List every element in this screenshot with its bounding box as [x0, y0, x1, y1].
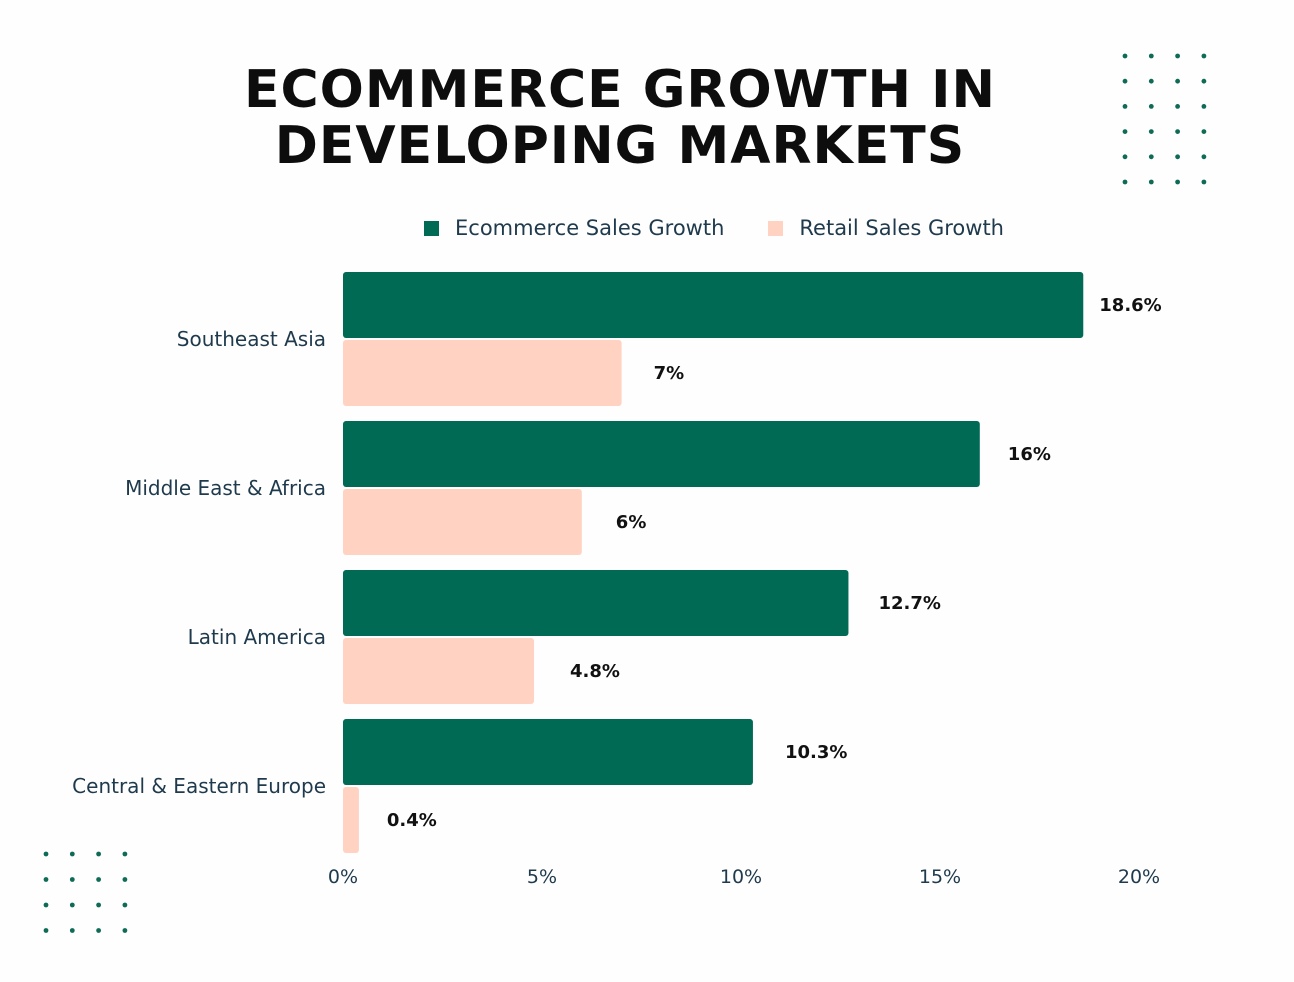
decorative-dot [43, 902, 49, 908]
data-label-ecommerce-latin-america: 12.7% [878, 593, 940, 614]
decorative-dot [1175, 129, 1180, 134]
data-label-retail-southeast-asia: 7% [654, 363, 685, 384]
x-tick-label: 0% [328, 866, 358, 888]
decorative-dot [96, 877, 101, 882]
decorative-dot [1148, 53, 1154, 59]
x-tick-label: 20% [1118, 866, 1160, 888]
category-label-latin-america: Latin America [188, 625, 326, 649]
decorative-dot [69, 928, 75, 933]
bar-ecommerce-middle-east-africa [343, 421, 980, 487]
decorative-dot [1148, 104, 1154, 109]
bar-ecommerce-central-eastern-europe [343, 719, 753, 785]
bar-retail-latin-america [343, 638, 535, 704]
decorative-dot [1201, 78, 1207, 84]
legend-item-ecommerce: Ecommerce Sales Growth [424, 216, 724, 240]
data-label-retail-central-eastern-europe: 0.4% [387, 810, 437, 831]
decorative-dot [1175, 78, 1180, 84]
decorative-dot [1148, 154, 1154, 160]
bar-retail-southeast-asia [343, 340, 622, 406]
chart-legend: Ecommerce Sales Growth Retail Sales Grow… [424, 214, 1048, 242]
legend-label-retail: Retail Sales Growth [799, 216, 1004, 240]
decorative-dot [69, 851, 75, 857]
decorative-dot [1201, 154, 1207, 160]
decorative-dot [1175, 53, 1180, 59]
decorative-dot [122, 851, 128, 857]
decorative-dot [122, 902, 128, 908]
decorative-dot [1175, 104, 1180, 109]
data-label-retail-latin-america: 4.8% [570, 661, 620, 682]
chart-title-line-2: DEVELOPING MARKETS [274, 116, 966, 176]
decorative-dot [1201, 104, 1207, 109]
category-label-central-eastern-europe: Central & Eastern Europe [72, 774, 326, 798]
bar-retail-middle-east-africa [343, 489, 582, 555]
x-tick-label: 5% [527, 866, 557, 888]
data-label-ecommerce-middle-east-africa: 16% [1008, 444, 1051, 465]
decorative-dot [1201, 129, 1207, 134]
legend-swatch-ecommerce [424, 220, 439, 236]
decorative-dot [1122, 179, 1128, 185]
category-label-southeast-asia: Southeast Asia [177, 327, 326, 351]
decorative-dot [69, 902, 75, 908]
data-label-ecommerce-southeast-asia: 18.6% [1099, 295, 1161, 316]
decorative-dot [69, 877, 75, 882]
chart-title: ECOMMERCE GROWTH IN DEVELOPING MARKETS [0, 62, 1240, 174]
decorative-dot [1122, 129, 1128, 134]
decorative-dot [1148, 179, 1154, 185]
decorative-dot [1122, 154, 1128, 160]
legend-label-ecommerce: Ecommerce Sales Growth [455, 216, 725, 240]
x-tick-label: 10% [720, 866, 762, 888]
bar-retail-central-eastern-europe [343, 787, 359, 853]
decorative-dot [1122, 78, 1128, 84]
decorative-dot [1175, 154, 1180, 160]
chart-title-line-1: ECOMMERCE GROWTH IN [244, 60, 996, 120]
decorative-dot [96, 928, 101, 933]
bar-ecommerce-latin-america [343, 570, 849, 636]
data-label-ecommerce-central-eastern-europe: 10.3% [785, 742, 847, 763]
decorative-dot [43, 877, 49, 882]
decorative-dot [1122, 53, 1128, 59]
legend-item-retail: Retail Sales Growth [768, 216, 1004, 240]
category-label-middle-east-africa: Middle East & Africa [125, 476, 326, 500]
decorative-dot [1148, 129, 1154, 134]
decorative-dot [1122, 104, 1128, 109]
decorative-dot [122, 928, 128, 933]
data-label-retail-middle-east-africa: 6% [616, 512, 647, 533]
decorative-dot [1175, 179, 1180, 185]
decorative-dot [1201, 53, 1207, 59]
x-tick-label: 15% [919, 866, 961, 888]
decorative-dot [96, 851, 101, 857]
legend-swatch-retail [768, 220, 784, 236]
decorative-dot [1148, 78, 1154, 84]
decorative-dot [43, 851, 49, 857]
decorative-dot [122, 877, 128, 882]
decorative-dot [96, 902, 101, 908]
decorative-dot-grid-top-right [1122, 53, 1207, 185]
decorative-dot [43, 928, 49, 933]
decorative-dot-grid-bottom-left [43, 851, 128, 933]
decorative-dot [1201, 179, 1207, 185]
bar-ecommerce-southeast-asia [343, 272, 1084, 338]
